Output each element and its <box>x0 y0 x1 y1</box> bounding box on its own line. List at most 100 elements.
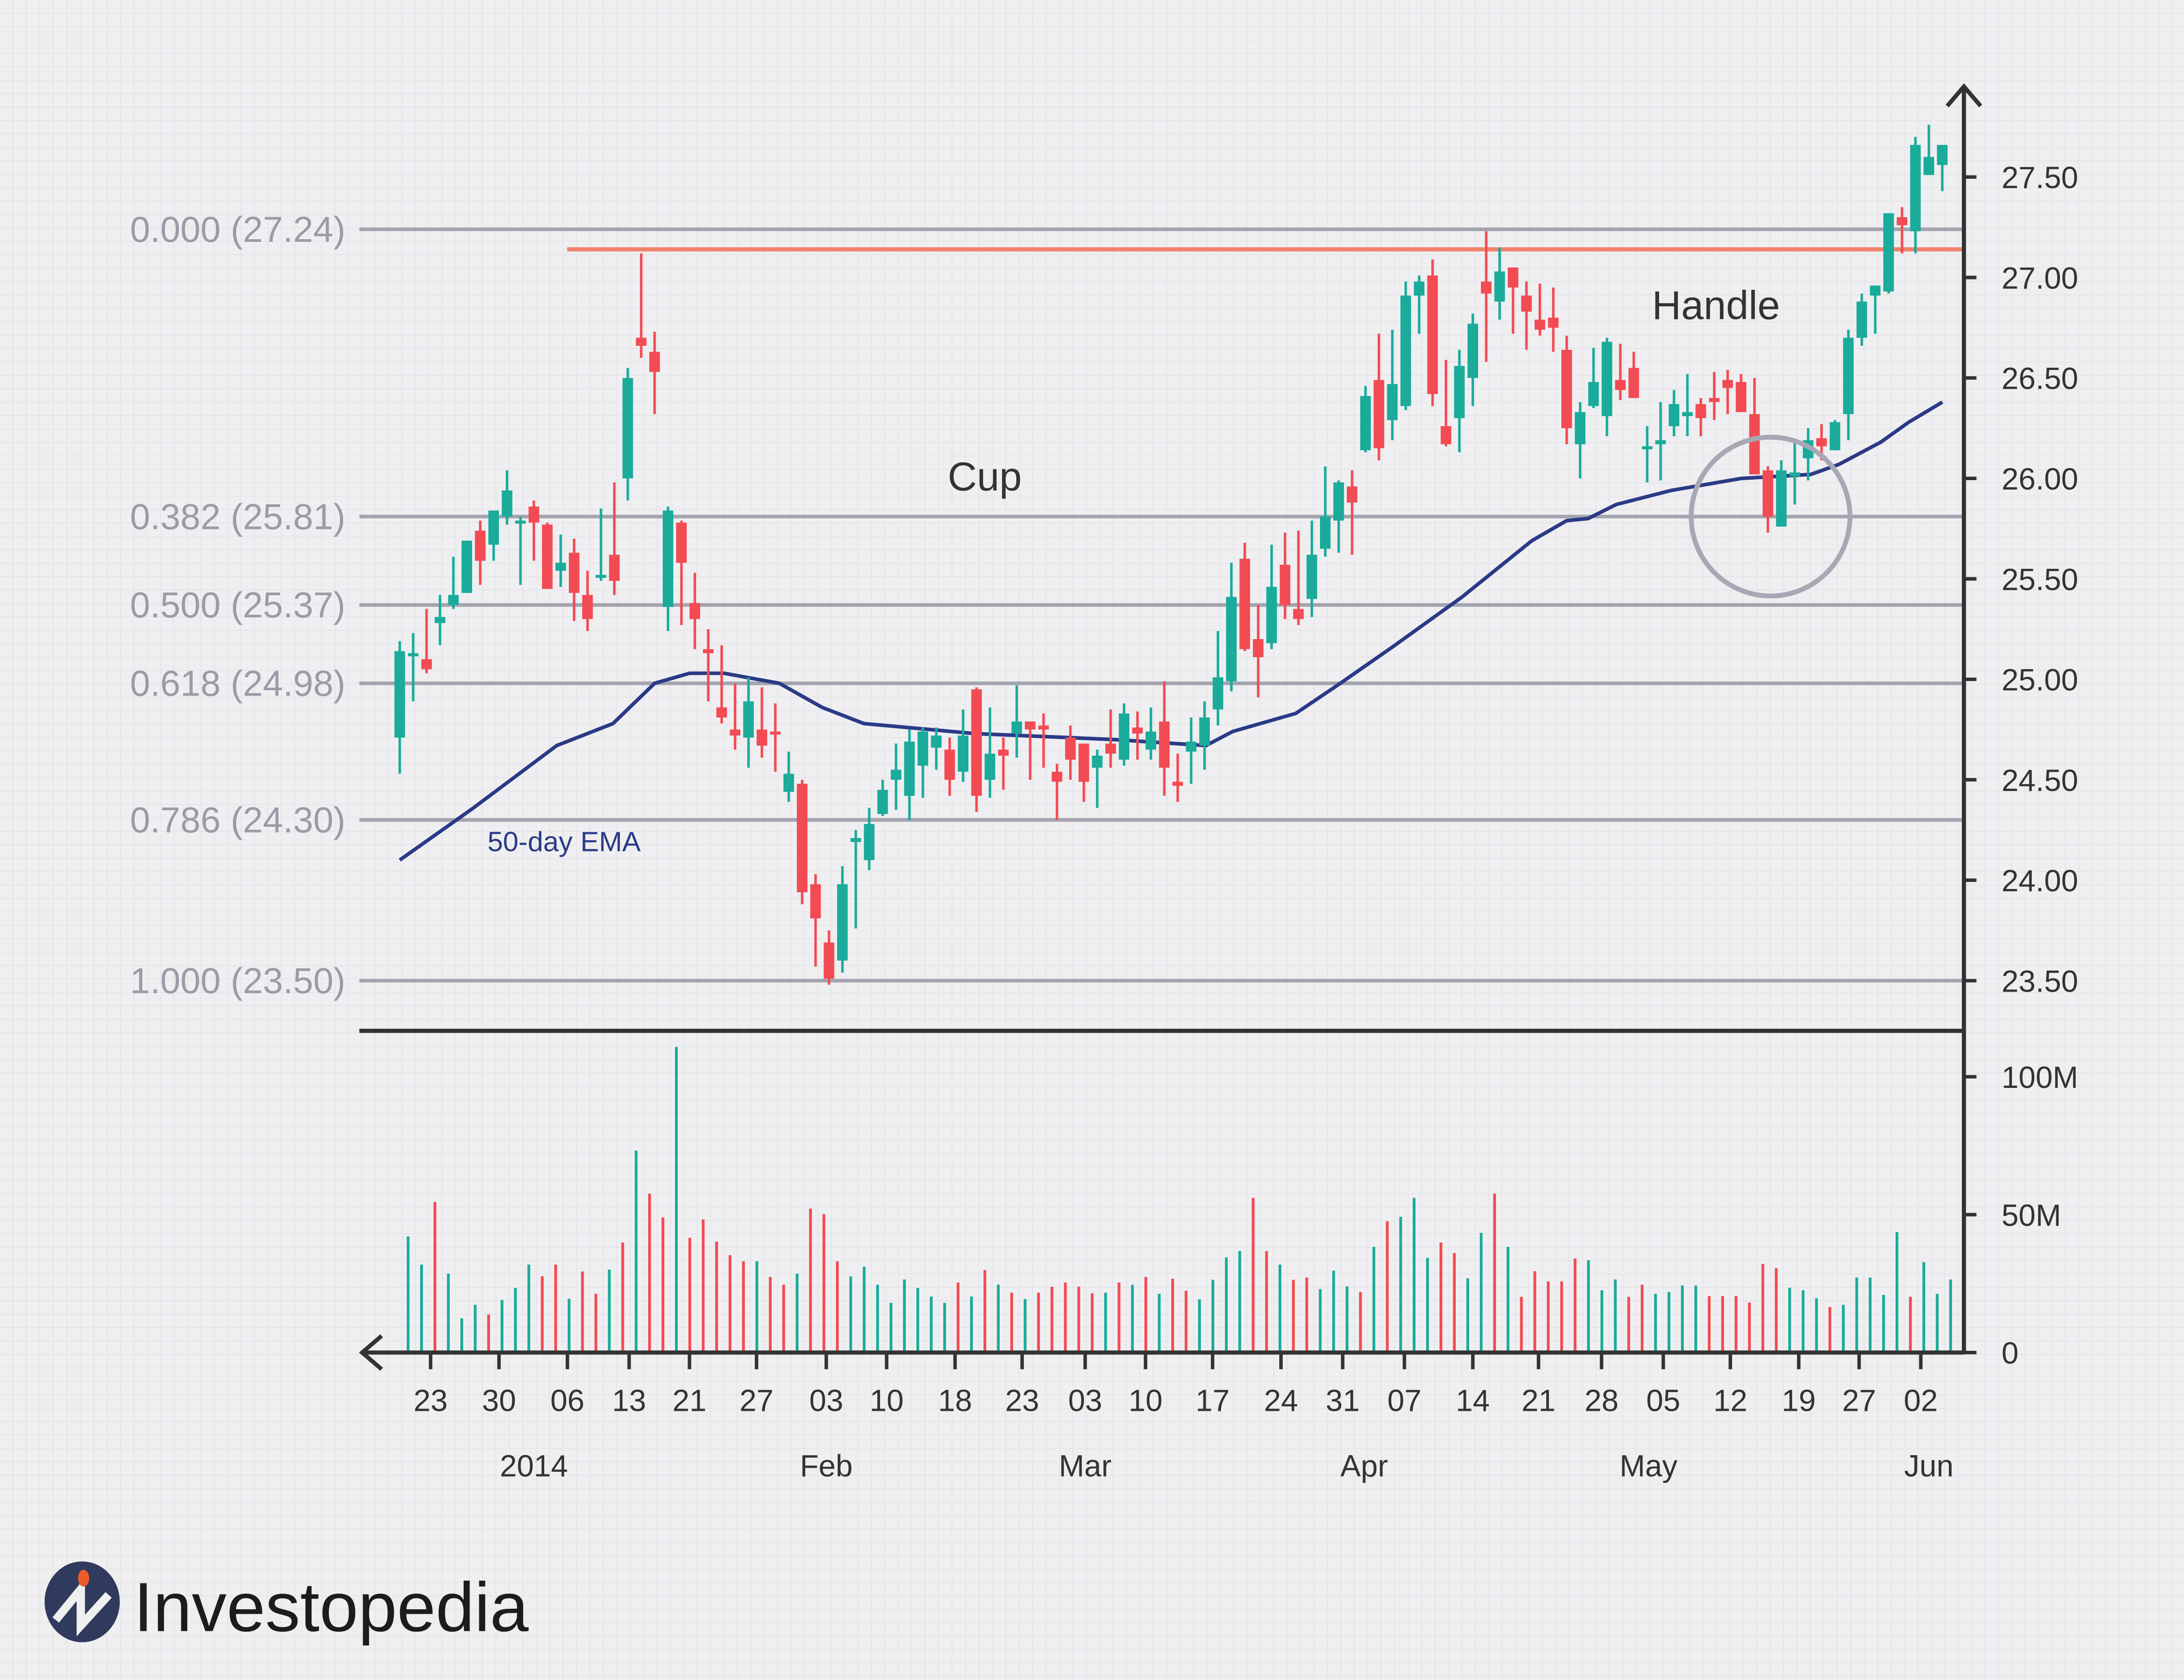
candle-body <box>1145 731 1156 750</box>
candle-body <box>1843 338 1854 414</box>
candle <box>1856 293 1867 346</box>
volume-tick-label: 100M <box>2002 1061 2078 1095</box>
candle <box>555 534 566 587</box>
candle-body <box>448 595 459 605</box>
candle-body <box>850 838 861 842</box>
price-tick-label: 25.00 <box>2002 663 2078 697</box>
time-tick-label: 21 <box>1522 1384 1556 1418</box>
candle <box>1333 480 1344 553</box>
candle-body <box>1266 587 1277 643</box>
fib-level-label: 0.618 (24.98) <box>130 664 345 704</box>
candle-body <box>1655 440 1666 444</box>
fib-level-label: 0.000 (27.24) <box>130 210 345 250</box>
time-tick-label: 19 <box>1782 1384 1816 1418</box>
time-axis-ticks: 23 30 06 13 21 27 03 10 18 23 03 10 17 24 31 07 14 21 28 05… <box>413 1352 1938 1418</box>
candle-body <box>622 378 633 479</box>
candle-body <box>1763 470 1773 517</box>
candle <box>488 510 499 561</box>
candle <box>448 557 459 609</box>
candle-body <box>1212 677 1224 710</box>
candle-body <box>810 884 821 919</box>
candle <box>1065 725 1076 780</box>
time-tick-label: 13 <box>612 1384 646 1418</box>
month-label: Mar <box>1059 1449 1112 1483</box>
candle-body <box>1454 365 1465 418</box>
candle-body <box>1132 727 1143 734</box>
candle <box>985 707 995 798</box>
candle-body <box>1414 281 1425 296</box>
candle-body <box>971 689 982 796</box>
price-tick-label: 26.50 <box>2002 362 2078 396</box>
time-tick-label: 10 <box>869 1384 903 1418</box>
candle-body <box>1307 554 1317 599</box>
candle-body <box>730 729 740 736</box>
fib-level-label: 0.786 (24.30) <box>130 800 345 841</box>
fib-level-label: 0.382 (25.81) <box>130 497 345 537</box>
candle <box>1172 753 1183 802</box>
candle-body <box>904 741 915 796</box>
candle <box>1011 685 1022 758</box>
candle-body <box>1816 438 1827 447</box>
candle-body <box>568 553 580 593</box>
candle-body <box>1400 295 1411 406</box>
candle <box>1440 360 1452 447</box>
price-tick-label: 26.00 <box>2002 462 2078 496</box>
candle-body <box>944 749 955 780</box>
candle-body <box>1588 382 1599 406</box>
candle <box>1535 284 1545 336</box>
candlesticks <box>394 125 1948 985</box>
candle <box>1105 709 1116 768</box>
candle-body <box>1535 319 1545 330</box>
candle-body <box>502 490 512 517</box>
candle <box>864 808 875 870</box>
candle <box>971 687 982 812</box>
candle <box>1346 470 1358 555</box>
candle-body <box>1346 486 1358 503</box>
candle <box>931 727 942 770</box>
candle <box>823 930 834 985</box>
candle <box>1601 338 1612 436</box>
month-label: Feb <box>800 1449 853 1483</box>
time-tick-label: 02 <box>1904 1384 1938 1418</box>
candle <box>502 470 512 525</box>
candle-body <box>1226 597 1237 682</box>
volume-tick-label: 0 <box>2002 1336 2019 1371</box>
time-tick-label: 03 <box>1068 1384 1102 1418</box>
candle-body <box>1186 741 1197 752</box>
time-tick-label: 06 <box>550 1384 585 1418</box>
price-tick-label: 23.50 <box>2002 964 2078 998</box>
time-tick-label: 24 <box>1264 1384 1298 1418</box>
candle-body <box>1092 756 1103 768</box>
candle <box>609 482 620 595</box>
candle-body <box>1628 368 1639 398</box>
candle <box>743 677 754 768</box>
candle <box>1400 281 1411 410</box>
candle <box>1199 701 1210 770</box>
time-tick-label: 10 <box>1128 1384 1162 1418</box>
price-tick-label: 25.50 <box>2002 563 2078 597</box>
investopedia-logo: Investopedia <box>44 1561 529 1646</box>
fib-level-label: 1.000 (23.50) <box>130 961 345 1001</box>
time-tick-label: 23 <box>1005 1384 1039 1418</box>
candle <box>515 516 526 585</box>
candle <box>1883 213 1894 294</box>
candle <box>1508 267 1518 334</box>
candle <box>1145 707 1156 760</box>
candle-body <box>703 649 714 653</box>
candle <box>1923 125 1935 175</box>
candle-body <box>1615 380 1626 390</box>
month-label: 2014 <box>500 1449 568 1483</box>
candle-body <box>1293 609 1304 619</box>
candle <box>1320 466 1331 557</box>
ema-label: 50-day EMA <box>487 826 641 857</box>
candle <box>958 709 969 782</box>
candle-body <box>1253 639 1264 657</box>
candle-body <box>461 541 473 593</box>
candle <box>1829 420 1840 451</box>
candle-body <box>1320 516 1331 549</box>
candle <box>770 703 781 772</box>
candle <box>434 595 446 645</box>
candle <box>1266 545 1277 649</box>
left-arrow-icon <box>359 1334 383 1371</box>
candle-body <box>1118 713 1130 760</box>
